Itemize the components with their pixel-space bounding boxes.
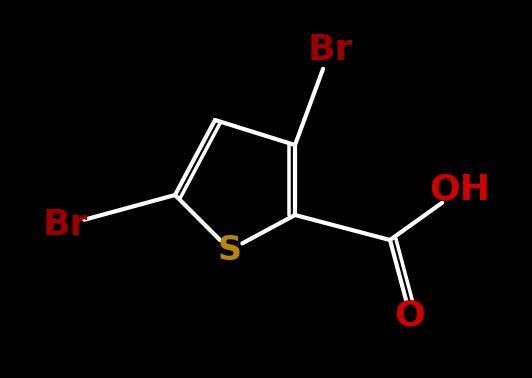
Text: O: O (395, 298, 426, 332)
Text: S: S (218, 234, 242, 266)
Text: Br: Br (307, 33, 353, 67)
Text: Br: Br (43, 208, 88, 242)
Text: OH: OH (429, 173, 491, 207)
